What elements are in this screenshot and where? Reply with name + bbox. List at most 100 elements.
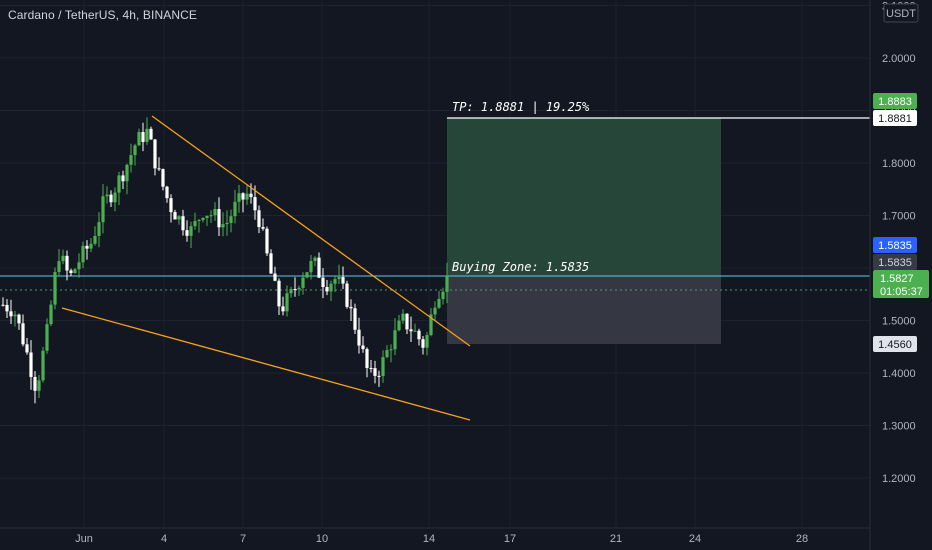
- candle: [321, 268, 325, 299]
- candle: [341, 266, 345, 289]
- candle: [113, 187, 117, 212]
- candle: [25, 337, 29, 355]
- candle: [325, 279, 329, 296]
- candle: [141, 122, 145, 152]
- price-tick-label: 1.5000: [882, 316, 916, 328]
- position-zones: [0, 117, 870, 344]
- candle: [245, 185, 249, 205]
- candle: [17, 313, 21, 330]
- candle: [313, 256, 317, 267]
- chart-title: Cardano / TetherUS, 4h, BINANCE: [8, 8, 197, 22]
- candle: [417, 328, 421, 346]
- candle: [257, 205, 261, 234]
- tag-current-bg: [873, 270, 929, 298]
- candle: [397, 314, 401, 332]
- trendlines: [61, 115, 471, 421]
- candle: [149, 126, 153, 140]
- tag-buy: 1.5835: [878, 257, 912, 269]
- candle: [21, 314, 25, 347]
- candle: [133, 143, 137, 166]
- candle: [285, 285, 289, 317]
- candle: [333, 276, 337, 292]
- tag-tp: 1.8881: [878, 113, 912, 125]
- price-tags: 1.8883 1.8881 1.5835 1.5835 1.5827 01:05…: [873, 93, 929, 352]
- candle: [305, 271, 309, 279]
- currency-badge[interactable]: USDT: [883, 3, 919, 23]
- price-tick-label: 1.8000: [882, 158, 916, 170]
- tp-annotation: TP: 1.8881 | 19.25%: [452, 100, 590, 114]
- tag-tp-current-bg: [873, 93, 917, 109]
- candle: [229, 209, 233, 233]
- candle: [289, 286, 293, 298]
- candle: [37, 374, 41, 399]
- candle: [201, 217, 205, 223]
- candle: [117, 171, 121, 206]
- candle: [13, 310, 17, 327]
- time-tick-label: 7: [240, 533, 246, 545]
- candle: [73, 268, 77, 274]
- candle: [169, 194, 173, 223]
- candle: [357, 317, 361, 354]
- buying-zone-annotation: Buying Zone: 1.5835: [452, 260, 589, 274]
- candle: [121, 170, 125, 189]
- candle: [413, 323, 417, 332]
- candle: [301, 272, 305, 295]
- candle: [97, 212, 101, 248]
- candle: [249, 183, 253, 204]
- tag-buy-blue: 1.5835: [878, 240, 912, 252]
- candle: [129, 143, 133, 173]
- candle: [165, 185, 169, 203]
- candle: [261, 218, 265, 231]
- lower-trendline: [61, 307, 471, 421]
- time-tick-label: 14: [423, 533, 435, 545]
- candle: [209, 210, 213, 223]
- candle: [329, 280, 333, 302]
- candle: [65, 250, 69, 281]
- candle: [345, 280, 349, 309]
- candle: [401, 309, 405, 324]
- candle: [377, 370, 381, 387]
- candle: [105, 186, 109, 204]
- candle: [445, 262, 449, 304]
- candle: [137, 128, 141, 146]
- candle: [9, 299, 13, 325]
- price-tick-label: 1.7000: [882, 211, 916, 223]
- candle: [205, 215, 209, 226]
- annotations: TP: 1.8881 | 19.25% Buying Zone: 1.5835: [452, 100, 590, 274]
- time-tick-label: 28: [796, 533, 808, 545]
- candle: [269, 249, 273, 274]
- candle: [181, 209, 185, 236]
- tag-tp-current: 1.8883: [878, 96, 912, 108]
- time-tick-label: 17: [504, 533, 516, 545]
- candle: [297, 285, 301, 296]
- candle: [281, 296, 285, 316]
- candle: [429, 308, 433, 337]
- candle: [213, 202, 217, 221]
- candle: [189, 221, 193, 249]
- candle: [89, 238, 93, 253]
- candle: [125, 163, 129, 195]
- candle: [373, 360, 377, 384]
- candle: [337, 264, 341, 285]
- candle: [157, 157, 161, 172]
- candle: [421, 336, 425, 355]
- candle: [353, 303, 357, 334]
- candle: [369, 359, 373, 373]
- candle: [153, 139, 157, 176]
- candle: [185, 220, 189, 242]
- price-tick-label: 1.2000: [882, 473, 916, 485]
- time-tick-label: 10: [316, 533, 328, 545]
- target-zone: [447, 118, 721, 276]
- currency-label: USDT: [886, 8, 916, 20]
- candle: [161, 168, 165, 191]
- candle: [225, 210, 229, 236]
- candle: [217, 197, 221, 236]
- time-axis[interactable]: Jun 4 7 10 14 17 21 24 28: [0, 527, 870, 545]
- tag-current: 1.5827: [880, 273, 914, 285]
- tag-buy-bg: [873, 254, 917, 270]
- tag-stop: 1.4560: [878, 339, 912, 351]
- candle: [433, 301, 437, 321]
- candle: [441, 287, 445, 305]
- tag-stop-bg: [873, 336, 917, 352]
